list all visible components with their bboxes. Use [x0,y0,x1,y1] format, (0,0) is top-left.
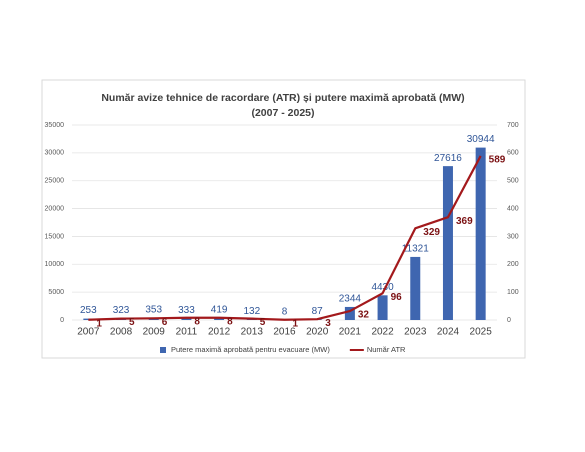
y2-tick-label: 500 [507,178,519,185]
x-tick-label: 2008 [110,327,133,338]
bar-value-label: 323 [113,305,130,316]
bar-value-label: 333 [178,305,195,316]
line-value-label: 369 [456,216,473,227]
bar-value-label: 132 [243,306,260,317]
line-value-label: 8 [194,316,200,327]
x-tick-label: 2023 [404,327,427,338]
x-tick-label: 2021 [339,327,362,338]
chart-subtitle: (2007 - 2025) [251,107,314,119]
bar-value-label: 30944 [467,134,495,145]
y2-tick-label: 300 [507,233,519,240]
bar [410,256,421,320]
bar-value-label: 253 [80,305,97,316]
legend-swatch [160,347,166,353]
x-tick-label: 2024 [437,327,460,338]
x-tick-label: 2012 [208,327,231,338]
y2-tick-label: 700 [507,122,519,129]
line-value-label: 589 [489,155,506,166]
bar [475,147,486,320]
x-tick-label: 2013 [241,327,264,338]
chart-title: Număr avize tehnice de racordare (ATR) ș… [101,92,464,104]
y-tick-label: 25000 [45,178,65,185]
y-tick-label: 10000 [45,261,65,268]
y-tick-label: 15000 [45,233,65,240]
bar-value-label: 27616 [434,153,462,164]
line-value-label: 32 [358,310,370,321]
line-value-label: 1 [96,318,102,329]
x-tick-label: 2009 [143,327,166,338]
line-value-label: 6 [162,317,168,328]
bar [377,295,388,320]
legend-label: Putere maximă aprobată pentru evacuare (… [171,345,330,354]
bar-value-label: 353 [145,305,162,316]
x-tick-label: 2025 [470,327,493,338]
line-value-label: 329 [423,227,440,238]
x-tick-label: 2020 [306,327,329,338]
bar-value-label: 4430 [371,282,394,293]
x-tick-label: 2011 [176,327,198,338]
line-series [88,155,482,321]
bar-value-label: 11321 [402,244,430,255]
y-tick-label: 5000 [48,289,64,296]
bar-value-label: 2344 [339,294,362,305]
bar [442,166,453,320]
y2-tick-label: 100 [507,289,519,296]
y-tick-label: 35000 [45,122,65,129]
line-value-label: 8 [227,316,233,327]
line-value-label: 96 [391,292,403,303]
y-tick-label: 30000 [45,150,65,157]
y-tick-label: 0 [60,317,64,324]
x-tick-label: 2016 [273,327,296,338]
y-tick-label: 20000 [45,205,65,212]
x-tick-label: 2022 [371,327,394,338]
bar [344,306,355,320]
y2-tick-label: 200 [507,261,519,268]
bar-value-label: 8 [282,307,288,318]
x-tick-label: 2007 [77,327,100,338]
legend-label: Număr ATR [367,345,406,354]
y2-tick-label: 600 [507,150,519,157]
bar [181,318,192,320]
line-value-label: 3 [325,318,331,329]
bar-value-label: 419 [211,304,228,315]
line-value-label: 1 [293,318,299,329]
y2-tick-label: 400 [507,205,519,212]
line-value-label: 5 [129,317,135,328]
line-value-label: 5 [260,317,266,328]
y2-tick-label: 0 [507,317,511,324]
bar-value-label: 87 [312,306,324,317]
